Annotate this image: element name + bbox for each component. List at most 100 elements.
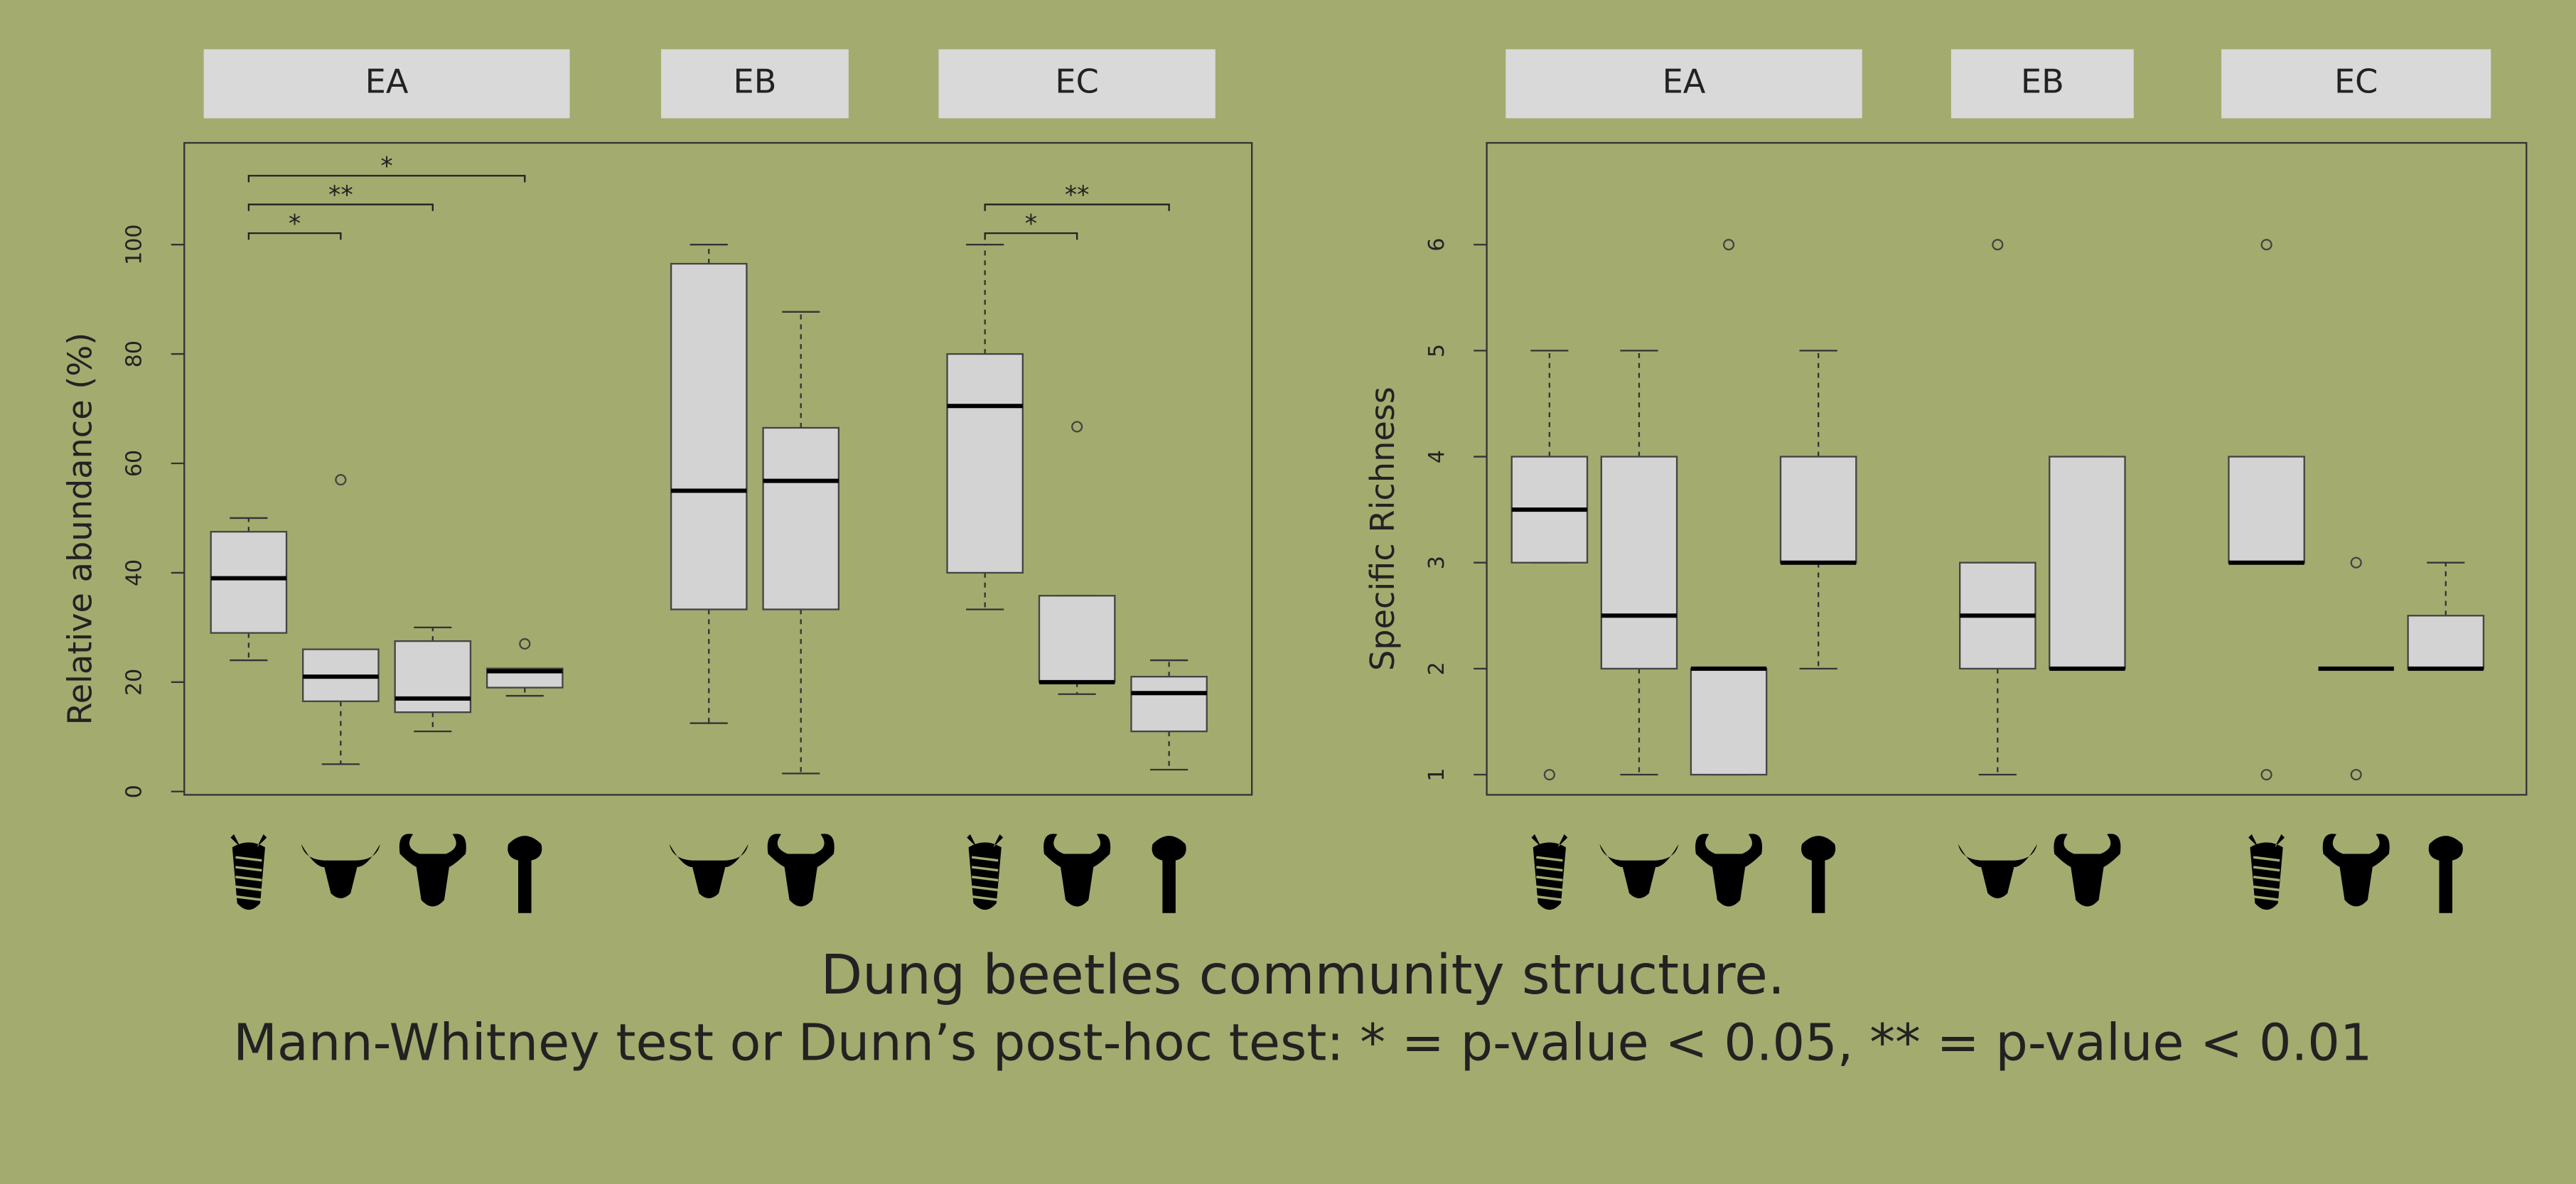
animal-icon bbox=[669, 844, 748, 898]
animal-icon bbox=[1152, 836, 1186, 913]
box bbox=[2407, 615, 2485, 670]
y-tick-label: 3 bbox=[1424, 556, 1449, 569]
y-axis-label: Specific Richness bbox=[1363, 387, 1402, 671]
icon-stripe bbox=[1536, 856, 1563, 862]
significance-label: * bbox=[1025, 210, 1037, 239]
icon-stripe bbox=[2253, 886, 2280, 892]
significance-label: * bbox=[289, 210, 301, 239]
icon-shape bbox=[1599, 844, 1679, 898]
icon-stripe bbox=[971, 856, 999, 862]
icon-stripe bbox=[235, 856, 262, 862]
icon-shape bbox=[301, 844, 380, 898]
icon-stripe bbox=[1536, 886, 1563, 892]
icon-shape bbox=[1695, 834, 1763, 907]
y-tick-label: 2 bbox=[1424, 662, 1449, 675]
box bbox=[670, 262, 748, 610]
outlier bbox=[1543, 768, 1555, 781]
animal-icon bbox=[1958, 844, 2037, 898]
y-tick-label: 1 bbox=[1424, 768, 1449, 781]
box bbox=[946, 352, 1024, 574]
icon-stripe bbox=[1536, 895, 1563, 901]
panel-label: EA bbox=[1663, 62, 1706, 100]
outlier bbox=[2350, 556, 2362, 569]
animal-icon bbox=[1043, 834, 1111, 907]
box bbox=[394, 640, 472, 714]
box bbox=[1779, 456, 1857, 564]
animal-icon bbox=[1599, 844, 1679, 898]
significance-bracket bbox=[984, 203, 1170, 211]
y-tick-label: 80 bbox=[122, 340, 146, 367]
significance-bracket bbox=[984, 232, 1078, 240]
icon-shape bbox=[2322, 834, 2390, 907]
icon-stripe bbox=[2253, 895, 2280, 901]
icon-stripe bbox=[235, 876, 262, 882]
box bbox=[1690, 667, 1768, 776]
y-tick-label: 0 bbox=[122, 785, 146, 798]
icon-shape bbox=[1958, 844, 2037, 898]
panel-strip bbox=[938, 49, 1215, 119]
box bbox=[762, 426, 840, 610]
icon-shape bbox=[1043, 834, 1111, 907]
icon-stripe bbox=[235, 895, 262, 901]
significance-label: * bbox=[380, 153, 392, 181]
box bbox=[2049, 456, 2126, 670]
y-tick-label: 5 bbox=[1424, 344, 1449, 357]
icon-shape bbox=[1531, 834, 1568, 910]
panel-strip bbox=[2221, 49, 2491, 119]
panel-label: EB bbox=[2021, 62, 2064, 100]
outlier bbox=[2350, 768, 2362, 781]
animal-icon bbox=[230, 834, 267, 910]
box bbox=[1600, 456, 1678, 670]
outlier bbox=[2260, 239, 2272, 251]
animal-icon bbox=[767, 834, 834, 907]
icon-stripe bbox=[971, 866, 999, 872]
significance-bracket bbox=[247, 232, 342, 240]
y-axis-label: Relative abundance (%) bbox=[60, 333, 99, 726]
plot-frame bbox=[183, 141, 1253, 796]
panel-label: EB bbox=[734, 62, 777, 100]
icon-shape bbox=[2054, 834, 2121, 907]
icon-stripe bbox=[235, 866, 262, 872]
panel-strip bbox=[203, 49, 570, 119]
icon-shape bbox=[399, 834, 466, 907]
y-tick-label: 100 bbox=[122, 225, 146, 265]
panel-label: EC bbox=[2334, 62, 2378, 100]
panel-label: EC bbox=[1055, 62, 1098, 100]
icon-stripe bbox=[2253, 876, 2280, 882]
icon-shape bbox=[2248, 834, 2285, 910]
y-tick-label: 20 bbox=[122, 669, 146, 696]
outlier bbox=[335, 474, 347, 486]
icon-shape bbox=[1801, 836, 1836, 913]
significance-bracket bbox=[247, 203, 434, 211]
icon-shape bbox=[230, 834, 267, 910]
y-tick-label: 4 bbox=[1424, 450, 1449, 463]
animal-icon bbox=[1531, 834, 1568, 910]
animal-icon bbox=[967, 834, 1004, 910]
box bbox=[1038, 595, 1116, 683]
icon-stripe bbox=[2253, 866, 2280, 872]
icon-stripe bbox=[2253, 856, 2280, 862]
animal-icon bbox=[508, 836, 542, 913]
box bbox=[1130, 675, 1208, 733]
box bbox=[2228, 456, 2305, 564]
panel-strip bbox=[1950, 49, 2134, 119]
significance-label: ** bbox=[1065, 181, 1090, 210]
outlier bbox=[1992, 239, 2004, 251]
significance-label: ** bbox=[328, 181, 353, 210]
icon-shape bbox=[508, 836, 542, 913]
icon-shape bbox=[2428, 836, 2463, 913]
animal-icon bbox=[1695, 834, 1763, 907]
animal-icon bbox=[301, 844, 380, 898]
animal-icon bbox=[2054, 834, 2121, 907]
caption-title: Dung beetles community structure. bbox=[820, 943, 1785, 1006]
icon-shape bbox=[767, 834, 834, 907]
animal-icon bbox=[1801, 836, 1836, 913]
y-tick-label: 60 bbox=[122, 450, 146, 477]
animal-icon bbox=[2322, 834, 2390, 907]
icon-stripe bbox=[235, 886, 262, 892]
icon-stripe bbox=[971, 886, 999, 892]
icon-stripe bbox=[971, 876, 999, 882]
outlier bbox=[2260, 768, 2272, 781]
